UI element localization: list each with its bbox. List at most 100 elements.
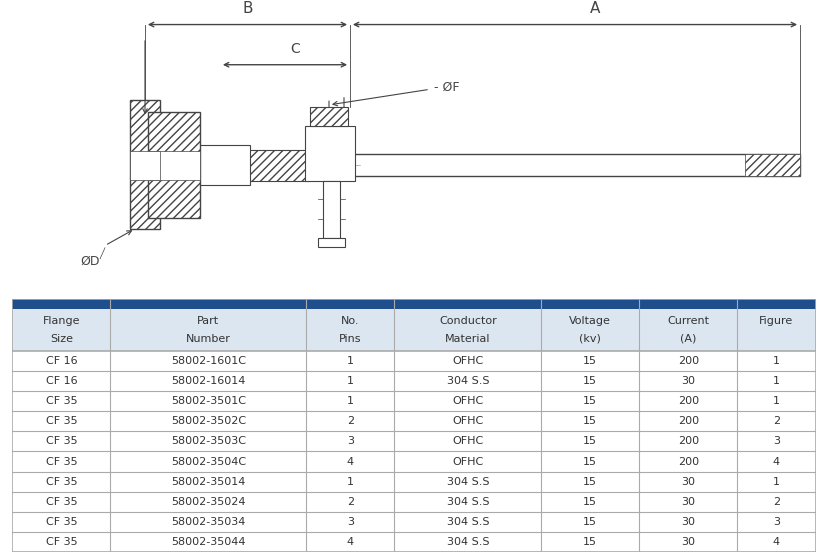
Bar xyxy=(130,151,160,180)
Text: 58002-35034: 58002-35034 xyxy=(171,517,245,527)
Text: 15: 15 xyxy=(582,436,596,446)
Text: (A): (A) xyxy=(679,334,696,344)
Text: Pins: Pins xyxy=(339,334,361,344)
Bar xyxy=(12,371,815,391)
Text: 3: 3 xyxy=(772,517,779,527)
Text: Size: Size xyxy=(50,334,73,344)
Text: 58002-3502C: 58002-3502C xyxy=(170,416,246,426)
Bar xyxy=(12,532,815,552)
Text: Flange: Flange xyxy=(43,316,80,326)
Text: 58002-3501C: 58002-3501C xyxy=(170,396,246,406)
Text: CF 16: CF 16 xyxy=(45,355,77,365)
Text: Current: Current xyxy=(667,316,709,326)
Text: CF 35: CF 35 xyxy=(45,497,77,507)
Bar xyxy=(12,451,815,472)
Text: 30: 30 xyxy=(681,537,695,547)
Bar xyxy=(12,309,815,350)
Text: 15: 15 xyxy=(582,416,596,426)
Text: 58002-3504C: 58002-3504C xyxy=(170,456,246,466)
Text: A: A xyxy=(589,1,600,16)
Text: 200: 200 xyxy=(676,416,698,426)
Text: CF 35: CF 35 xyxy=(45,517,77,527)
Text: OFHC: OFHC xyxy=(452,436,483,446)
Text: 200: 200 xyxy=(676,436,698,446)
Text: 15: 15 xyxy=(582,456,596,466)
Text: 58002-16014: 58002-16014 xyxy=(171,376,245,386)
Text: 15: 15 xyxy=(582,477,596,487)
Bar xyxy=(304,126,355,181)
Text: 2: 2 xyxy=(347,416,353,426)
Text: Figure: Figure xyxy=(758,316,792,326)
Bar xyxy=(744,154,799,176)
Text: 58002-35014: 58002-35014 xyxy=(171,477,245,487)
Text: ØD: ØD xyxy=(80,254,99,267)
Text: 4: 4 xyxy=(347,537,353,547)
Text: 304 S.S: 304 S.S xyxy=(446,537,489,547)
Text: 304 S.S: 304 S.S xyxy=(446,517,489,527)
Text: 200: 200 xyxy=(676,456,698,466)
Text: CF 35: CF 35 xyxy=(45,416,77,426)
Text: 3: 3 xyxy=(347,436,353,446)
Bar xyxy=(130,100,160,229)
Text: 15: 15 xyxy=(582,396,596,406)
Text: 1: 1 xyxy=(347,396,353,406)
Text: OFHC: OFHC xyxy=(452,416,483,426)
Text: 2: 2 xyxy=(772,416,779,426)
Bar xyxy=(12,391,815,411)
Text: 2: 2 xyxy=(772,497,779,507)
Text: 4: 4 xyxy=(347,456,353,466)
Text: OFHC: OFHC xyxy=(452,396,483,406)
Bar xyxy=(148,151,200,180)
Text: 58002-1601C: 58002-1601C xyxy=(170,355,246,365)
Bar xyxy=(12,299,815,309)
Bar xyxy=(323,181,340,238)
Text: 30: 30 xyxy=(681,497,695,507)
Text: 2: 2 xyxy=(347,497,353,507)
Text: 1: 1 xyxy=(347,477,353,487)
Text: 15: 15 xyxy=(582,517,596,527)
Bar xyxy=(12,492,815,512)
Text: 58002-3503C: 58002-3503C xyxy=(170,436,246,446)
Text: 4: 4 xyxy=(772,537,779,547)
Bar xyxy=(304,154,799,176)
Text: 1: 1 xyxy=(772,396,779,406)
Text: 58002-35044: 58002-35044 xyxy=(171,537,246,547)
Text: CF 35: CF 35 xyxy=(45,537,77,547)
Bar xyxy=(309,107,347,126)
Bar xyxy=(148,112,200,218)
Text: 1: 1 xyxy=(772,376,779,386)
Text: 15: 15 xyxy=(582,537,596,547)
Text: 1: 1 xyxy=(772,355,779,365)
Text: 200: 200 xyxy=(676,396,698,406)
Text: Voltage: Voltage xyxy=(569,316,610,326)
Text: B: B xyxy=(242,1,252,16)
Text: 30: 30 xyxy=(681,517,695,527)
Text: 304 S.S: 304 S.S xyxy=(446,376,489,386)
Text: 30: 30 xyxy=(681,477,695,487)
Bar xyxy=(12,472,815,492)
Text: CF 16: CF 16 xyxy=(45,376,77,386)
Bar xyxy=(12,411,815,431)
Text: (kv): (kv) xyxy=(579,334,600,344)
Text: 1: 1 xyxy=(347,376,353,386)
Text: 304 S.S: 304 S.S xyxy=(446,497,489,507)
Text: CF 35: CF 35 xyxy=(45,477,77,487)
Text: CF 35: CF 35 xyxy=(45,456,77,466)
Text: 200: 200 xyxy=(676,355,698,365)
Text: 58002-35024: 58002-35024 xyxy=(171,497,246,507)
Text: Number: Number xyxy=(185,334,231,344)
Text: 304 S.S: 304 S.S xyxy=(446,477,489,487)
Text: 3: 3 xyxy=(347,517,353,527)
Text: OFHC: OFHC xyxy=(452,456,483,466)
Text: 3: 3 xyxy=(772,436,779,446)
Bar xyxy=(12,350,815,371)
Text: 15: 15 xyxy=(582,497,596,507)
Bar xyxy=(200,150,309,181)
Bar xyxy=(12,431,815,451)
Text: 1: 1 xyxy=(772,477,779,487)
Text: 30: 30 xyxy=(681,376,695,386)
Text: Conductor: Conductor xyxy=(438,316,496,326)
Bar xyxy=(12,512,815,532)
Text: OFHC: OFHC xyxy=(452,355,483,365)
Text: 4: 4 xyxy=(772,456,779,466)
